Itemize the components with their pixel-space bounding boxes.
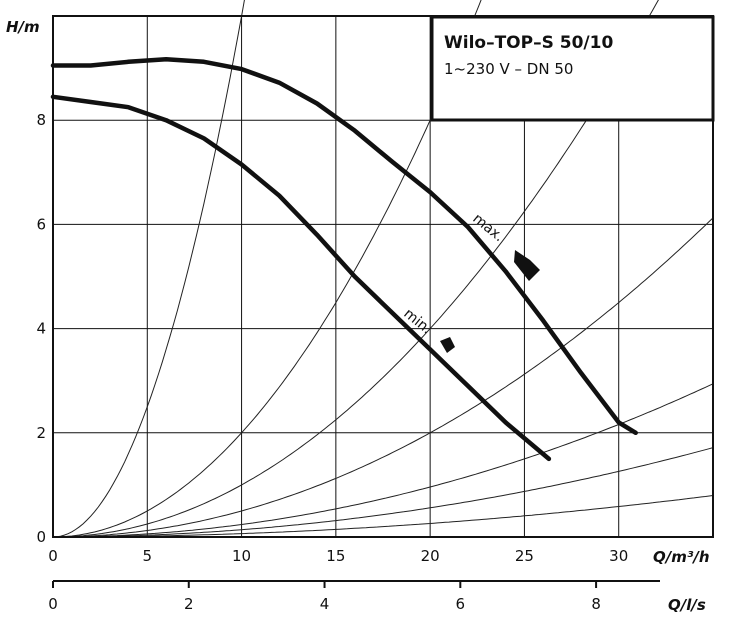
x-tick-label: 25 bbox=[515, 547, 534, 565]
secondary-x-axis: 0 2 4 6 8 bbox=[48, 580, 660, 613]
tick-labels: 0 5 10 15 20 25 30 0 2 4 6 8 bbox=[36, 111, 628, 565]
secondary-x-tick-label: 0 bbox=[48, 595, 58, 613]
y-axis-label: H/m bbox=[6, 18, 40, 36]
x-tick-label: 20 bbox=[421, 547, 440, 565]
x-tick-label: 5 bbox=[143, 547, 153, 565]
secondary-x-tick-label: 6 bbox=[456, 595, 466, 613]
chart-title: Wilo–TOP–S 50/10 bbox=[444, 33, 613, 53]
system-curve bbox=[53, 217, 714, 538]
secondary-x-axis-label: Q/l/s bbox=[668, 596, 706, 614]
x-tick-label: 10 bbox=[232, 547, 251, 565]
y-tick-label: 0 bbox=[36, 528, 46, 546]
min-label-text: min. bbox=[400, 306, 434, 338]
system-curve bbox=[52, 0, 245, 538]
system-curves bbox=[52, 0, 714, 538]
x-tick-label: 30 bbox=[609, 547, 628, 565]
y-tick-label: 8 bbox=[36, 111, 46, 129]
system-curve bbox=[53, 447, 714, 538]
secondary-x-tick-label: 4 bbox=[320, 595, 330, 613]
min-pump-curve bbox=[50, 94, 552, 462]
secondary-x-tick-label: 2 bbox=[184, 595, 194, 613]
x-tick-label: 0 bbox=[48, 547, 58, 565]
x-tick-label: 15 bbox=[326, 547, 345, 565]
y-tick-label: 4 bbox=[36, 320, 46, 338]
system-curve bbox=[53, 0, 482, 538]
max-wedge-marker bbox=[514, 250, 540, 281]
y-tick-label: 2 bbox=[36, 424, 46, 442]
title-box: Wilo–TOP–S 50/10 1~230 V – DN 50 bbox=[430, 15, 715, 122]
max-label-text: max. bbox=[469, 211, 506, 245]
title-box-frame bbox=[430, 15, 715, 122]
y-tick-label: 6 bbox=[36, 215, 46, 233]
x-axis-label: Q/m³/h bbox=[653, 548, 710, 566]
min-wedge-marker bbox=[440, 337, 455, 353]
system-curve bbox=[53, 0, 659, 538]
series-layer bbox=[50, 56, 638, 462]
secondary-x-tick-label: 8 bbox=[591, 595, 601, 613]
system-curve bbox=[53, 495, 714, 538]
plot-frame bbox=[52, 15, 714, 538]
chart-subtitle: 1~230 V – DN 50 bbox=[444, 60, 573, 78]
max-pump-curve bbox=[50, 56, 638, 436]
system-curve bbox=[53, 383, 714, 538]
